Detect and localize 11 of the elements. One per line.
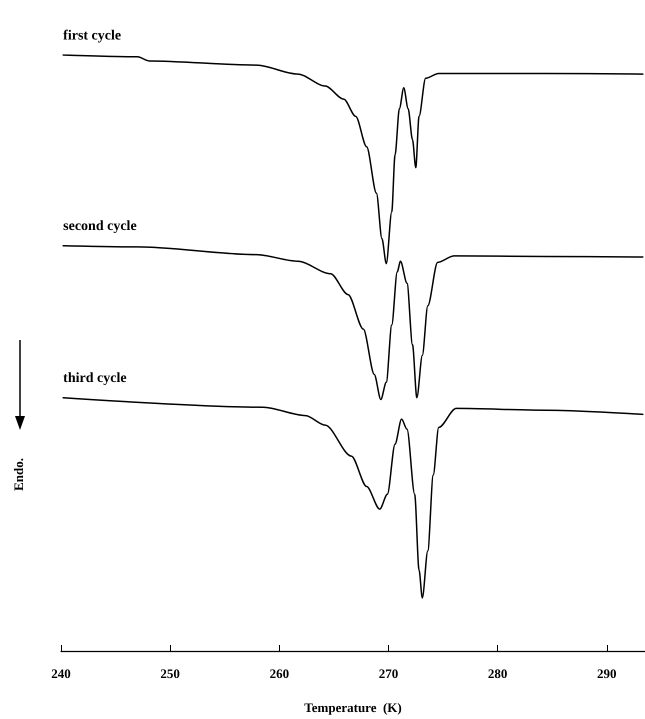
- x-tick-label: 280: [488, 666, 508, 681]
- x-tick-label: 250: [160, 666, 180, 681]
- x-tick-label: 240: [51, 666, 71, 681]
- x-axis-title: Temperature (K): [304, 700, 402, 715]
- series-label: first cycle: [63, 28, 122, 44]
- x-tick-label: 260: [270, 666, 290, 681]
- x-tick-label: 270: [378, 666, 398, 681]
- y-axis-title: Endo.: [11, 458, 26, 491]
- series-label: second cycle: [63, 219, 137, 234]
- x-tick-label: 290: [597, 666, 617, 681]
- series-label: third cycle: [63, 371, 127, 386]
